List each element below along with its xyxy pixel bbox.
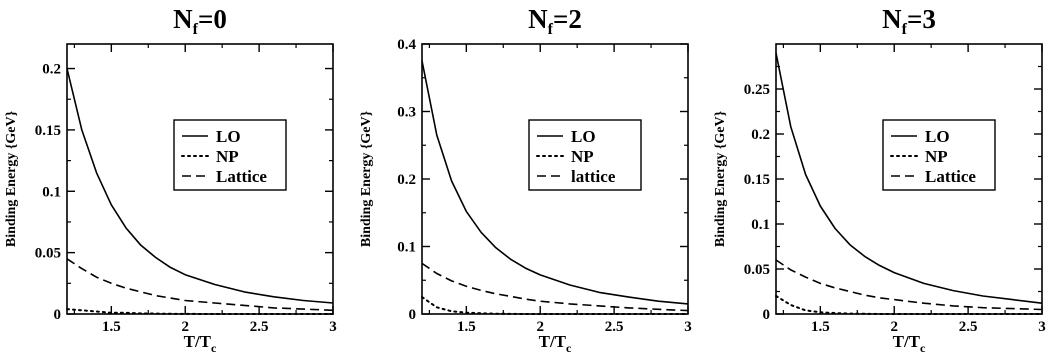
- x-tick-label: 3: [1038, 319, 1046, 335]
- series-line-np: [421, 296, 689, 315]
- x-axis-label: T/Tc: [539, 332, 572, 355]
- chart-title-rest: =0: [198, 4, 227, 34]
- x-axis-label-main: T/T: [184, 332, 212, 351]
- x-tick-label: 2: [890, 319, 898, 335]
- y-tick-label: 0.2: [751, 127, 770, 143]
- x-tick-label: 2.5: [605, 319, 624, 335]
- legend-label: LO: [571, 127, 596, 146]
- series-line-lo: [421, 60, 689, 305]
- x-axis-label: T/Tc: [184, 332, 217, 355]
- y-tick-label: 0.2: [42, 62, 61, 78]
- series-line-lo: [775, 52, 1043, 304]
- chart-title-rest: =2: [553, 4, 582, 34]
- y-tick-label: 0.15: [744, 172, 770, 188]
- y-tick-label: 0: [763, 307, 771, 323]
- legend-label: NP: [925, 147, 948, 166]
- legend-box: [173, 119, 287, 191]
- x-axis-label-main: T/T: [893, 332, 921, 351]
- series-line-lo: [66, 68, 334, 304]
- y-tick-label: 0.4: [397, 37, 416, 53]
- y-tick-label: 0.2: [397, 172, 416, 188]
- x-tick-label: 1.5: [102, 319, 121, 335]
- chart-title-main: N: [528, 4, 548, 34]
- legend-label: NP: [216, 147, 239, 166]
- y-axis-label: Binding Energy {GeV}: [4, 110, 19, 247]
- x-axis-label-subscript: c: [920, 341, 926, 355]
- y-tick-label: 0.05: [35, 246, 61, 262]
- y-tick-label: 0.3: [397, 105, 416, 121]
- y-tick-label: 0: [54, 307, 62, 323]
- y-tick-label: 0.15: [35, 123, 61, 139]
- y-tick-label: 0.25: [744, 82, 770, 98]
- y-tick-label: 0: [409, 307, 417, 323]
- x-axis-label-main: T/T: [539, 332, 567, 351]
- x-axis-label-subscript: c: [211, 341, 217, 355]
- y-tick-label: 0.1: [751, 217, 770, 233]
- x-axis-label-subscript: c: [566, 341, 572, 355]
- x-tick-label: 3: [329, 319, 337, 335]
- series-line-np: [775, 295, 1043, 315]
- legend-label: LO: [925, 127, 950, 146]
- chart-title: Nf=2: [528, 4, 582, 38]
- legend-label: Lattice: [925, 167, 976, 186]
- legend-box: [882, 119, 996, 191]
- x-tick-label: 1.5: [457, 319, 476, 335]
- y-tick-label: 0.1: [42, 184, 61, 200]
- x-tick-label: 2: [536, 319, 544, 335]
- x-tick-label: 2.5: [250, 319, 269, 335]
- chart-panel-3: Nf=3 1.5 2 2.5 3 0 0.05 0.1 0.15 0.2 0.25 T/Tc Bindi…: [713, 4, 1046, 355]
- x-tick-label: 2: [181, 319, 189, 335]
- chart-title-main: N: [882, 4, 902, 34]
- chart-title-subscript: f: [902, 21, 908, 38]
- x-tick-label: 2.5: [959, 319, 978, 335]
- series-line-lattice: [66, 258, 334, 312]
- legend-box: [528, 119, 642, 191]
- chart-title-subscript: f: [193, 21, 199, 38]
- y-axis-label: Binding Energy {GeV}: [359, 110, 374, 247]
- legend-label: Lattice: [216, 167, 267, 186]
- chart-panel-2: Nf=2 1.5 2 2.5 3 0 0.1 0.2 0.3 0.4 T/Tc Binding Ene…: [359, 4, 692, 355]
- chart-title: Nf=0: [173, 4, 227, 38]
- series-line-np: [66, 308, 334, 315]
- x-tick-label: 1.5: [811, 319, 830, 335]
- x-tick-label: 3: [684, 319, 692, 335]
- chart-title-subscript: f: [548, 21, 554, 38]
- chart-panel-1: Nf=0 1.5 2 2.5 3 0 0.05 0.1 0.15 0.2 T/Tc Binding E…: [4, 4, 337, 355]
- series-line-lattice: [775, 259, 1043, 311]
- y-axis-label: Binding Energy {GeV}: [713, 110, 728, 247]
- y-tick-label: 0.1: [397, 240, 416, 256]
- chart-title: Nf=3: [882, 4, 936, 38]
- x-axis-label: T/Tc: [893, 332, 926, 355]
- chart-title-main: N: [173, 4, 193, 34]
- legend-label: lattice: [571, 167, 616, 186]
- legend-label: LO: [216, 127, 241, 146]
- legend-label: NP: [571, 147, 594, 166]
- series-line-lattice: [421, 262, 689, 312]
- y-tick-label: 0.05: [744, 262, 770, 278]
- chart-title-rest: =3: [907, 4, 936, 34]
